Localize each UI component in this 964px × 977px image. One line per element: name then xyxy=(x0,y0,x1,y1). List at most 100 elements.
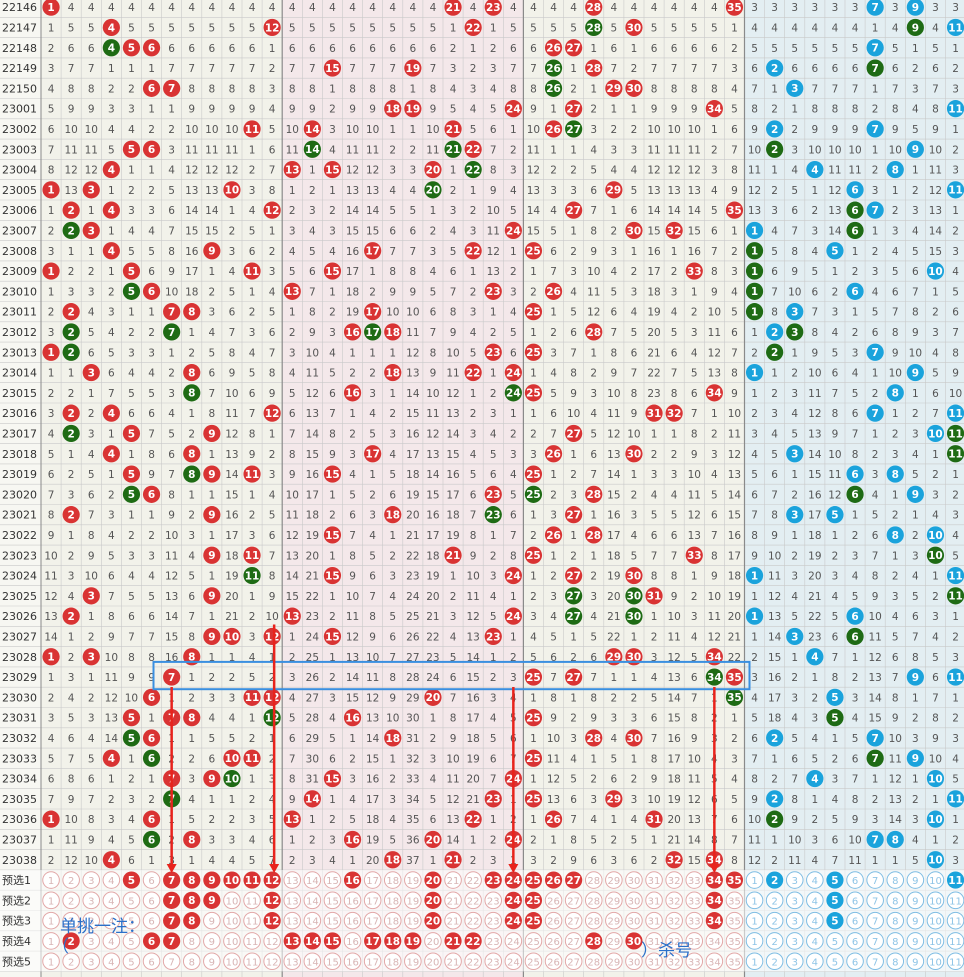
miss-count: 5 xyxy=(188,571,195,583)
pick-red-ball-label: 5 xyxy=(128,875,135,887)
miss-count: 5 xyxy=(470,347,477,359)
miss-count: 3 xyxy=(651,652,658,664)
pick-empty-blue xyxy=(826,932,844,950)
miss-count: 3 xyxy=(872,266,879,278)
miss-count: 9 xyxy=(470,550,477,562)
miss-count: 3 xyxy=(832,571,839,583)
miss-count: 2 xyxy=(148,124,155,136)
miss-count: 1 xyxy=(148,774,155,786)
pick-red-ball-label: 25 xyxy=(526,895,541,907)
miss-count: 8 xyxy=(852,794,859,806)
miss-count: 11 xyxy=(44,571,57,583)
miss-count: 13 xyxy=(547,794,560,806)
pick-empty-red-label: 24 xyxy=(507,957,520,968)
miss-count: 18 xyxy=(225,550,238,562)
pick-empty-blue-label: 2 xyxy=(771,896,777,907)
miss-count: 6 xyxy=(691,388,698,400)
blue-ball xyxy=(906,18,924,37)
pick-red-ball-label: 14 xyxy=(305,936,320,948)
miss-count: 1 xyxy=(369,347,376,359)
miss-count: 3 xyxy=(570,489,577,501)
red-ball xyxy=(565,668,583,686)
pick-empty-red xyxy=(484,952,503,971)
miss-count: 3 xyxy=(751,672,758,684)
miss-count: 2 xyxy=(952,225,959,237)
red-ball xyxy=(102,160,120,179)
miss-count: 5 xyxy=(289,388,296,400)
red-ball-label: 18 xyxy=(385,367,400,379)
miss-count: 4 xyxy=(229,855,236,867)
issue-label: 23020 xyxy=(2,488,37,501)
red-ball xyxy=(625,445,643,463)
miss-count: 9 xyxy=(369,631,376,643)
miss-count: 10 xyxy=(85,124,98,136)
miss-count: 17 xyxy=(225,530,238,542)
miss-count: 4 xyxy=(410,2,417,14)
miss-count: 1 xyxy=(389,530,396,542)
miss-count: 3 xyxy=(168,388,175,400)
red-ball xyxy=(263,18,281,37)
miss-count: 1 xyxy=(209,652,216,664)
miss-count: 4 xyxy=(68,692,75,704)
miss-count: 6 xyxy=(148,611,155,623)
red-ball-label: 22 xyxy=(466,367,481,379)
issue-label: 23017 xyxy=(2,427,37,440)
pick-blue-ball-label: 5 xyxy=(831,895,838,907)
miss-count: 10 xyxy=(708,307,721,319)
miss-count: 4 xyxy=(932,22,939,34)
pick-empty-red xyxy=(605,891,623,910)
pick-blue-ball xyxy=(766,871,784,889)
blue-ball-label: 7 xyxy=(871,347,878,359)
miss-count: 2 xyxy=(209,672,216,684)
pick-empty-red xyxy=(444,891,462,910)
red-ball-label: 28 xyxy=(586,2,601,14)
miss-count: 3 xyxy=(932,2,939,14)
miss-count: 4 xyxy=(128,225,135,237)
miss-count: 5 xyxy=(329,22,336,34)
pick-empty-blue-label: 4 xyxy=(812,876,818,887)
miss-count: 17 xyxy=(647,266,660,278)
miss-count: 8 xyxy=(389,83,396,95)
issue-label: 23037 xyxy=(2,833,37,846)
pick-empty-red xyxy=(725,952,744,971)
miss-count: 2 xyxy=(590,774,597,786)
miss-count: 19 xyxy=(225,571,238,583)
red-ball-label: 27 xyxy=(566,103,581,115)
miss-count: 6 xyxy=(590,855,597,867)
miss-count: 4 xyxy=(892,611,899,623)
miss-count: 1 xyxy=(651,834,658,846)
miss-count: 12 xyxy=(346,165,359,177)
miss-count: 1 xyxy=(108,63,115,75)
pick-empty-red-label: 1 xyxy=(48,937,54,948)
red-ball-label: 6 xyxy=(148,43,155,55)
miss-count: 15 xyxy=(165,631,178,643)
pick-empty-red xyxy=(484,911,503,930)
blue-ball xyxy=(766,59,784,77)
miss-count: 28 xyxy=(306,713,319,725)
pick-empty-red-label: 28 xyxy=(587,896,600,907)
pick-empty-red-label: 25 xyxy=(527,957,540,968)
miss-count: 4 xyxy=(671,307,678,319)
red-ball-label: 23 xyxy=(486,631,501,643)
miss-count: 1 xyxy=(329,185,336,197)
blue-ball-label: 11 xyxy=(948,185,963,197)
pick-empty-red-label: 18 xyxy=(386,876,399,887)
pick-empty-red xyxy=(645,891,663,910)
issue-label: 23027 xyxy=(2,630,37,643)
miss-count: 2 xyxy=(510,144,517,156)
pick-empty-red-label: 14 xyxy=(306,917,319,928)
miss-count: 16 xyxy=(165,652,179,664)
miss-count: 11 xyxy=(105,672,118,684)
miss-count: 1 xyxy=(530,774,537,786)
blue-ball xyxy=(766,729,784,747)
miss-count: 7 xyxy=(269,347,276,359)
miss-count: 5 xyxy=(731,794,738,806)
miss-count: 1 xyxy=(430,205,437,217)
pick-red-ball-label: 7 xyxy=(168,915,175,927)
pick-red-ball xyxy=(524,891,543,909)
miss-count: 6 xyxy=(229,307,236,319)
miss-count: 8 xyxy=(389,266,396,278)
miss-count: 2 xyxy=(68,388,75,400)
miss-count: 7 xyxy=(771,286,778,298)
pick-empty-red-label: 15 xyxy=(326,917,339,928)
